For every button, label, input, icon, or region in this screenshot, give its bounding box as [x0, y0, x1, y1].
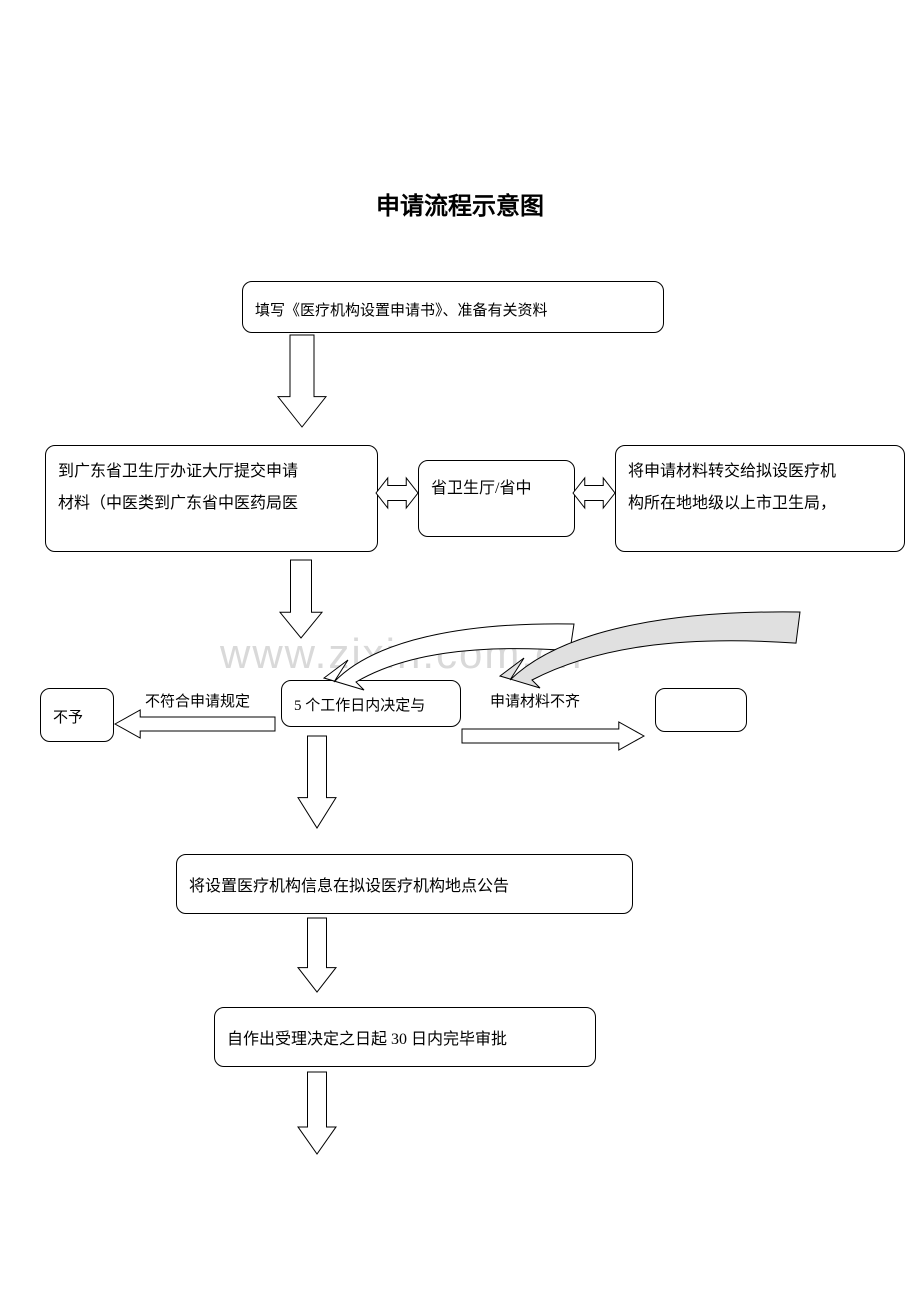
step-box-dept: 省卫生厅/省中 [418, 460, 575, 537]
page-title: 申请流程示意图 [0, 186, 920, 221]
step-text: 自作出受理决定之日起 30 日内完毕审批 [215, 1008, 595, 1064]
branch-label-incomplete: 申请材料不齐 [490, 690, 580, 711]
arrow-a11 [500, 608, 800, 686]
arrow-a6 [462, 722, 644, 750]
step-text: 填写《医疗机构设置申请书》、准备有关资料 [243, 282, 663, 333]
arrow-a3 [376, 478, 418, 508]
arrow-a7 [298, 736, 336, 828]
step-box-announce: 将设置医疗机构信息在拟设医疗机构地点公告 [176, 854, 633, 914]
arrow-a8 [298, 918, 336, 992]
arrow-a5 [115, 710, 275, 738]
step-text: 不予 [41, 689, 113, 741]
arrow-a9 [298, 1072, 336, 1154]
arrow-a1 [278, 335, 326, 427]
arrow-a2 [280, 560, 322, 638]
step-box-forward: 将申请材料转交给拟设医疗机构所在地地级以上市卫生局， [615, 445, 905, 552]
step-text [656, 689, 746, 705]
step-box-fill-form: 填写《医疗机构设置申请书》、准备有关资料 [242, 281, 664, 333]
step-text: 将设置医疗机构信息在拟设医疗机构地点公告 [177, 855, 632, 911]
step-text: 省卫生厅/省中 [419, 461, 574, 513]
step-box-approve: 自作出受理决定之日起 30 日内完毕审批 [214, 1007, 596, 1067]
outcome-box-notice [655, 688, 747, 732]
arrow-a4 [573, 478, 615, 508]
step-box-submit: 到广东省卫生厅办证大厅提交申请材料（中医类到广东省中医药局医 [45, 445, 378, 552]
step-text: 到广东省卫生厅办证大厅提交申请材料（中医类到广东省中医药局医 [46, 446, 377, 528]
outcome-box-reject: 不予 [40, 688, 114, 742]
step-text: 将申请材料转交给拟设医疗机构所在地地级以上市卫生局， [616, 446, 904, 528]
branch-label-not-qualified: 不符合申请规定 [145, 690, 250, 711]
